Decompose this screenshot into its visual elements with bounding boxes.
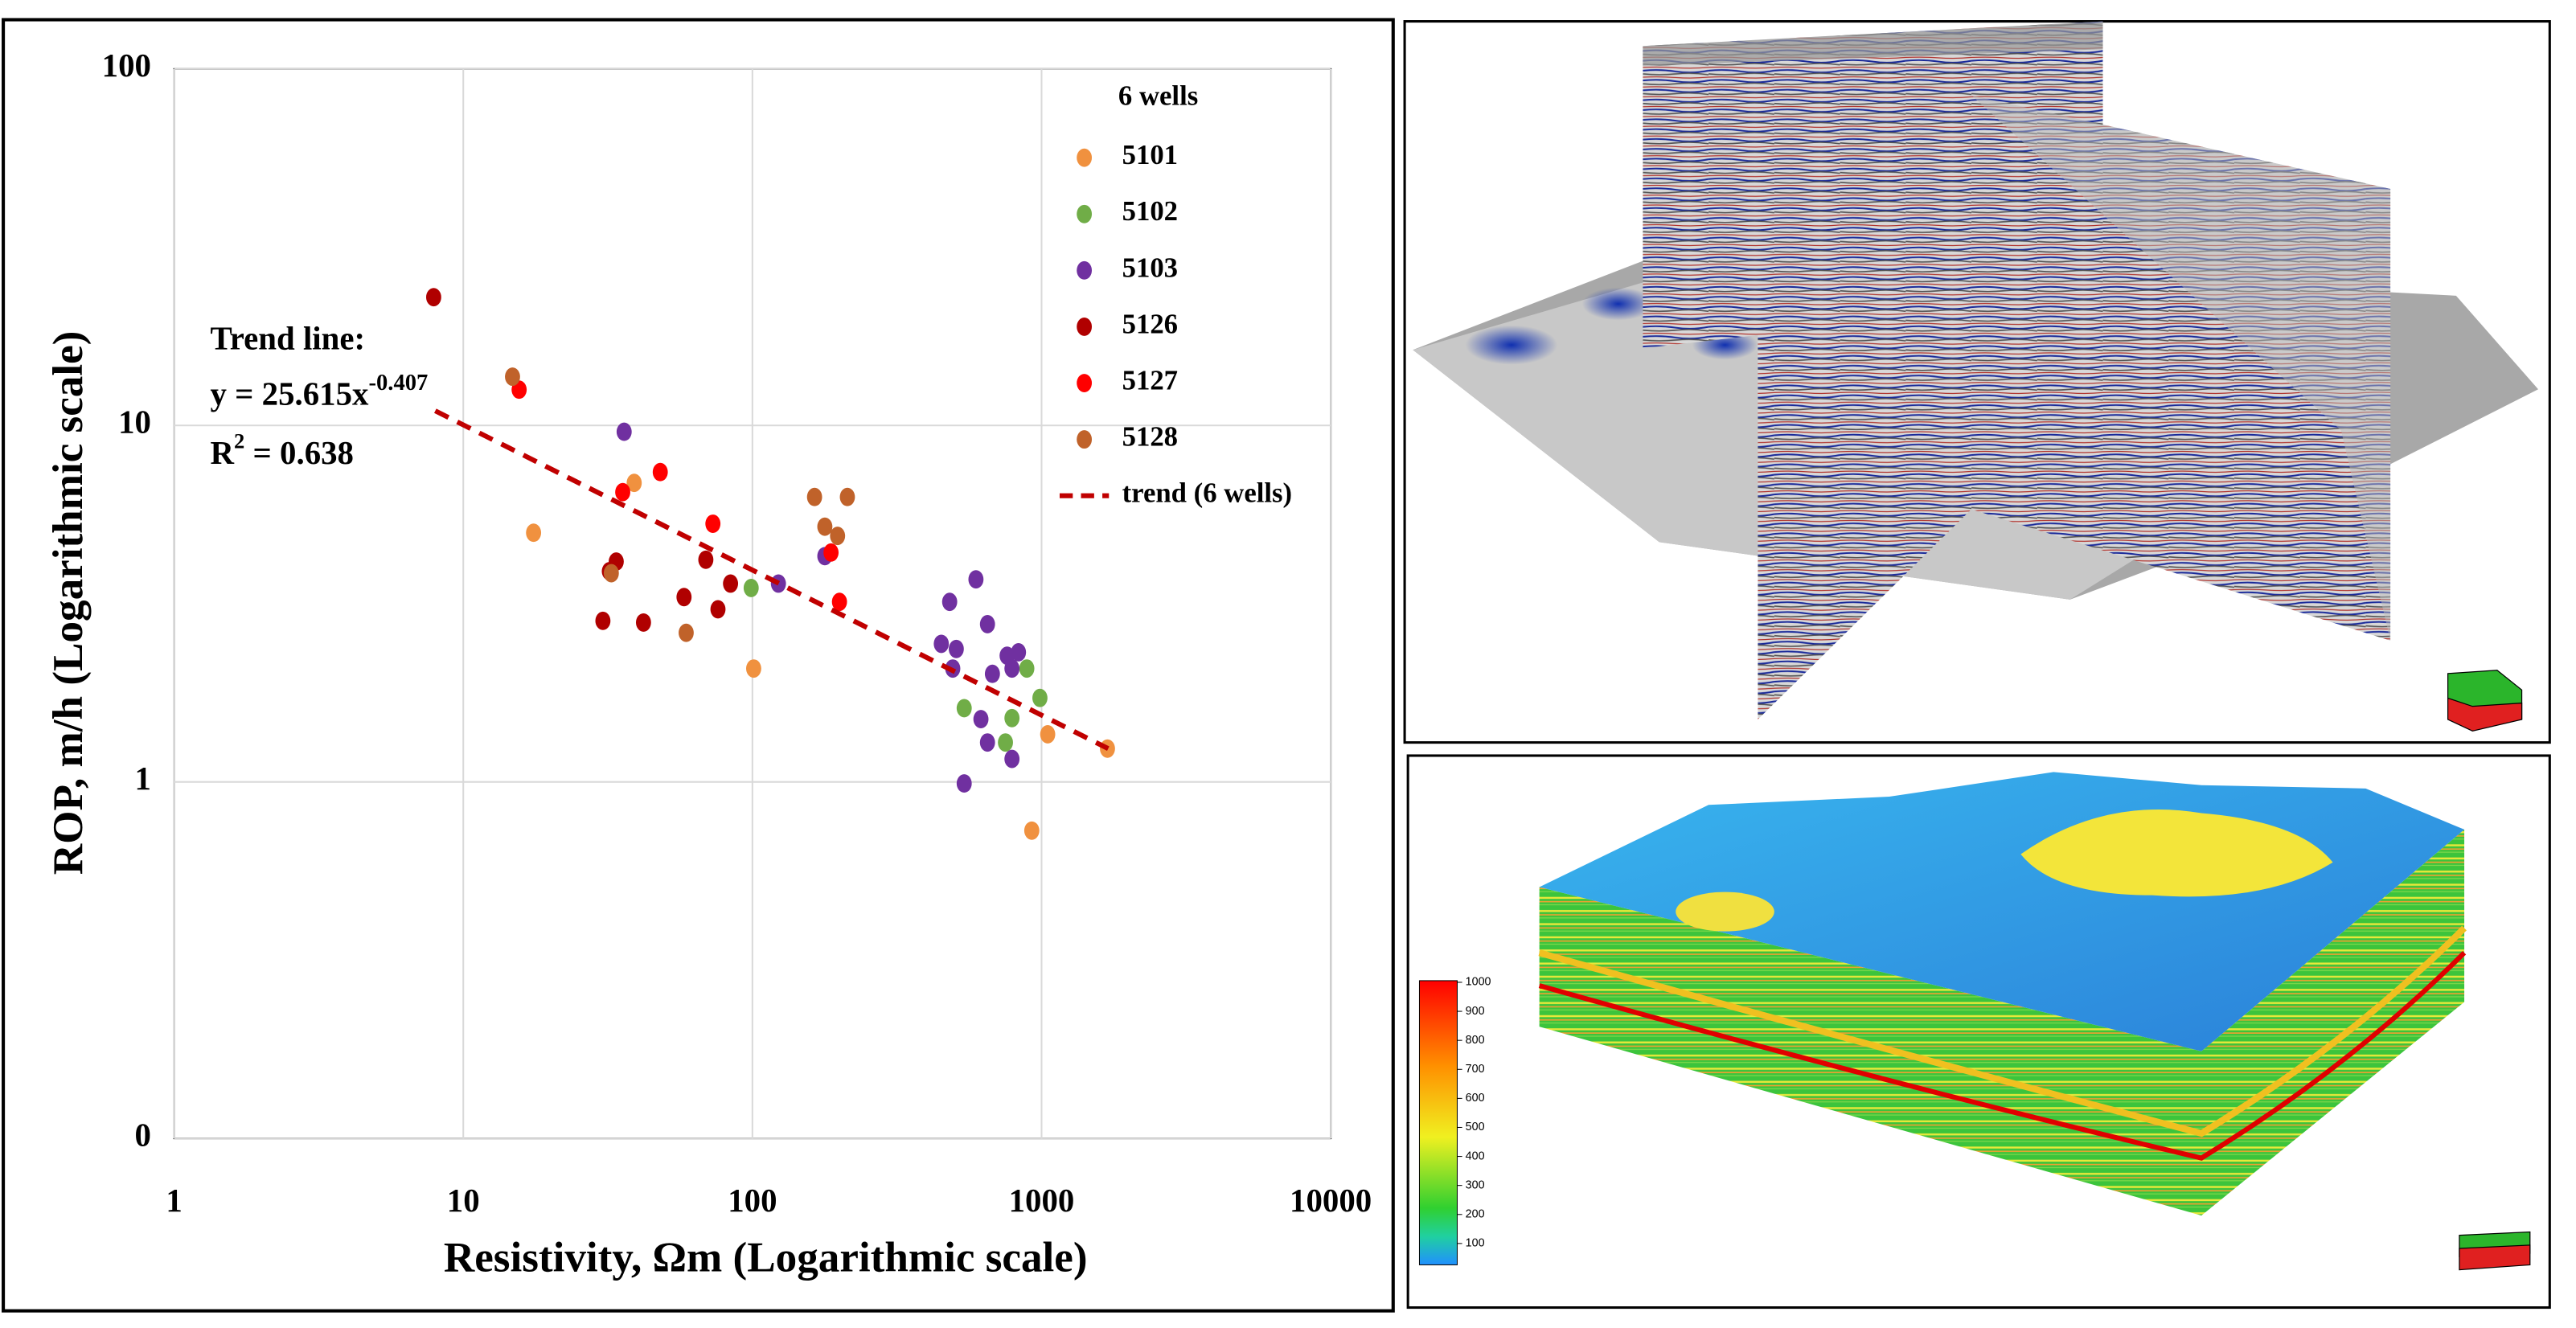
equation: y = 25.615x: [211, 376, 370, 412]
colorbar-label: 600: [1466, 1092, 1485, 1105]
y-tick-label: 1: [135, 760, 151, 797]
property-model-image: [1406, 754, 2551, 1310]
y-tick-label: 0: [135, 1117, 151, 1153]
data-point: [743, 578, 759, 597]
data-point: [949, 639, 964, 658]
y-axis-title: ROP, m/h (Logarithmic scale): [45, 331, 92, 875]
data-point: [635, 613, 651, 632]
data-point: [830, 527, 846, 546]
legend-label: trend (6 wells): [1122, 478, 1292, 509]
data-point: [1004, 749, 1020, 769]
data-point: [956, 699, 972, 718]
colorbar-label: 400: [1466, 1150, 1485, 1162]
legend-label: 5128: [1122, 421, 1178, 453]
data-point: [1019, 659, 1035, 678]
legend-marker: [1077, 148, 1093, 167]
trend-line: [434, 408, 1110, 751]
legend-marker: [1077, 317, 1093, 336]
data-point: [426, 288, 441, 307]
seismic-cube-image: [1403, 20, 2551, 744]
data-point: [710, 600, 726, 619]
data-point: [616, 422, 632, 441]
data-point: [979, 733, 995, 752]
x-tick-label: 1: [166, 1182, 182, 1219]
x-tick-label: 10000: [1290, 1182, 1372, 1219]
x-tick-label: 1000: [1009, 1182, 1075, 1219]
legend-label: 5102: [1122, 195, 1178, 227]
data-point: [698, 550, 714, 569]
colorbar-label: 700: [1466, 1063, 1485, 1076]
x-axis-title: Resistivity, Ωm (Logarithmic scale): [444, 1235, 1088, 1281]
colorbar-label: 1000: [1466, 976, 1491, 989]
legend-label: 5103: [1122, 252, 1178, 283]
data-point: [973, 710, 989, 729]
data-point: [1011, 642, 1027, 662]
x-tick-label: 100: [728, 1182, 777, 1219]
data-point: [933, 634, 950, 654]
data-point: [1004, 708, 1020, 728]
y-tick-label: 100: [102, 47, 151, 84]
data-point: [979, 615, 995, 633]
data-point: [823, 543, 839, 562]
data-point: [806, 487, 822, 506]
y-tick-label: 10: [118, 404, 151, 441]
data-point: [956, 774, 972, 793]
data-point: [603, 564, 619, 583]
data-point: [505, 367, 520, 387]
colorbar-label: 300: [1466, 1178, 1485, 1191]
panel-frame: [2, 18, 1395, 1313]
data-point: [723, 574, 739, 593]
data-point: [968, 570, 984, 589]
legend-label: 5126: [1122, 308, 1178, 339]
colorbar-label: 200: [1466, 1208, 1485, 1221]
r-squared: R2 = 0.638: [211, 429, 354, 472]
data-point: [676, 588, 692, 607]
data-point: [839, 487, 855, 506]
legend-label: 5101: [1122, 139, 1178, 170]
data-point: [984, 664, 1000, 683]
legend-marker: [1077, 204, 1093, 223]
data-point: [705, 514, 721, 533]
data-point: [831, 592, 847, 612]
data-point: [595, 611, 611, 630]
data-point: [941, 592, 958, 612]
r-symbol: R: [211, 435, 235, 471]
legend-marker: [1077, 374, 1093, 392]
legend-marker: [1077, 260, 1093, 280]
data-point: [652, 462, 668, 482]
data-point: [1032, 688, 1048, 707]
r-power: 2: [234, 429, 244, 453]
data-point: [526, 523, 542, 543]
exponent: -0.407: [368, 371, 428, 396]
x-tick-label: 10: [447, 1182, 480, 1219]
data-point: [817, 517, 833, 536]
data-point: [1040, 725, 1056, 744]
r-value: = 0.638: [244, 435, 354, 471]
trend-equation: y = 25.615x-0.407: [211, 371, 429, 412]
legend-marker: [1077, 430, 1093, 449]
data-point: [679, 623, 694, 642]
colorbar-label: 900: [1466, 1005, 1485, 1018]
legend-label: 5127: [1122, 364, 1178, 396]
colorbar-label: 800: [1466, 1034, 1485, 1047]
colorbar-label: 100: [1466, 1237, 1485, 1250]
data-point: [626, 473, 642, 493]
data-point: [1023, 821, 1040, 840]
legend-title: 6 wells: [1118, 80, 1198, 112]
data-point: [746, 659, 761, 678]
data-point: [615, 482, 630, 502]
data-point: [999, 646, 1015, 666]
data-point: [998, 733, 1013, 752]
colorbar-label: 500: [1466, 1121, 1485, 1133]
trend-title: Trend line:: [211, 320, 366, 356]
